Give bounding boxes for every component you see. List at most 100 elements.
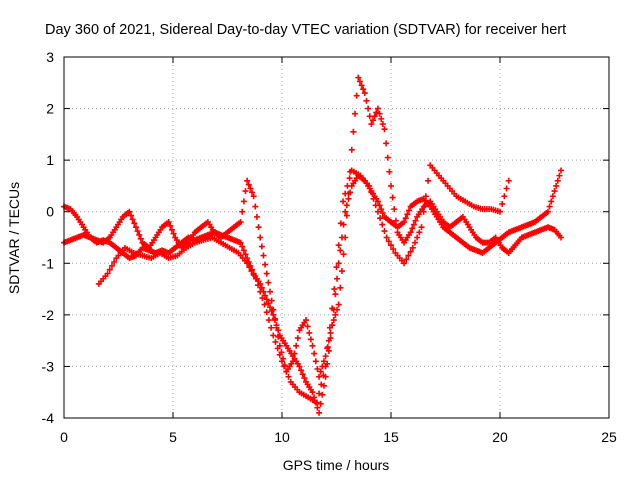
data-point — [381, 126, 388, 133]
data-point — [313, 399, 320, 406]
data-point-interp — [252, 203, 259, 210]
data-point-interp — [420, 208, 427, 215]
data-point-interp — [320, 358, 327, 365]
y-tick-label: -1 — [42, 255, 55, 271]
data-point — [340, 198, 347, 205]
data-point-interp — [248, 268, 255, 275]
data-point-interp — [259, 295, 266, 302]
x-axis-label: GPS time / hours — [283, 457, 390, 473]
data-point-interp — [370, 117, 377, 124]
data-point-interp — [383, 140, 390, 147]
data-point — [409, 244, 416, 251]
data-point-interp — [299, 371, 306, 378]
data-point-interp — [168, 226, 175, 233]
data-point-interp — [314, 366, 321, 373]
data-point-interp — [407, 248, 414, 255]
data-point-interp — [253, 213, 260, 220]
data-point-interp — [245, 181, 252, 188]
data-point-interp — [332, 291, 339, 298]
data-point-interp — [404, 211, 411, 218]
data-point-interp — [414, 234, 421, 241]
data-point-interp — [337, 284, 344, 291]
data-point-interp — [281, 363, 288, 370]
data-point-interp — [262, 261, 269, 268]
data-point-interp — [283, 368, 290, 375]
data-point-interp — [378, 206, 385, 213]
data-point — [558, 234, 565, 241]
y-tick-label: 1 — [46, 152, 54, 168]
data-point-interp — [131, 220, 138, 227]
y-tick-label: -4 — [42, 410, 55, 426]
data-point-interp — [324, 344, 331, 351]
data-point-interp — [392, 217, 399, 224]
data-point-interp — [258, 243, 265, 250]
data-point-interp — [556, 172, 563, 179]
data-point-interp — [372, 202, 379, 209]
data-point-interp — [333, 264, 340, 271]
plot-frame — [63, 56, 610, 419]
data-point-interp — [298, 367, 305, 374]
data-point — [335, 301, 342, 308]
y-axis-label: SDTVAR / TECUs — [6, 182, 22, 294]
data-point — [551, 188, 558, 195]
data-point-interp — [268, 297, 275, 304]
data-point — [331, 286, 338, 293]
data-point-interp — [412, 217, 419, 224]
data-point-interp — [242, 188, 249, 195]
data-point-interp — [379, 121, 386, 128]
data-point-interp — [338, 268, 345, 275]
y-tick-label: -2 — [42, 307, 55, 323]
data-point-interp — [267, 288, 274, 295]
data-point-interp — [106, 266, 113, 273]
data-point-interp — [379, 221, 386, 228]
axis-ticks: 0 5 10 15 20 25 -4 -3 -2 -1 0 1 2 3 — [42, 49, 617, 445]
data-point — [165, 219, 172, 226]
data-point-interp — [129, 216, 136, 223]
data-point-interp — [111, 258, 118, 265]
data-point — [257, 234, 264, 241]
data-point-interp — [316, 390, 323, 397]
data-point — [244, 260, 251, 267]
data-point — [505, 177, 512, 184]
data-point-interp — [356, 78, 363, 85]
data-point — [374, 105, 381, 112]
data-point — [279, 358, 285, 365]
data-point-interp — [274, 345, 281, 352]
data-point — [342, 208, 349, 215]
x-tick-label: 5 — [169, 429, 177, 445]
data-point — [342, 234, 349, 241]
data-point-interp — [422, 193, 429, 200]
data-point — [132, 224, 139, 231]
data-point-interp — [304, 323, 311, 330]
data-point — [126, 208, 133, 215]
data-point — [296, 363, 303, 370]
data-point-interp — [301, 375, 308, 382]
series-track-b — [61, 74, 565, 380]
data-point-interp — [332, 311, 339, 318]
data-point — [388, 182, 394, 189]
data-point-interp — [365, 105, 372, 112]
data-point-interp — [246, 264, 253, 271]
data-point-interp — [388, 242, 394, 249]
data-point-interp — [385, 238, 392, 245]
data-point-interp — [247, 185, 254, 192]
data-point-interp — [242, 251, 249, 258]
data-point-interp — [136, 231, 143, 238]
data-point-interp — [294, 335, 301, 342]
data-point-interp — [265, 317, 272, 324]
x-tick-label: 0 — [60, 429, 68, 445]
data-point-interp — [343, 212, 350, 219]
data-point-interp — [240, 198, 247, 205]
data-point — [237, 239, 244, 246]
data-point-interp — [276, 351, 283, 358]
data-point — [261, 301, 268, 308]
data-point — [316, 409, 323, 416]
data-point-interp — [381, 228, 388, 235]
data-point-interp — [265, 279, 272, 286]
data-point — [348, 146, 355, 153]
data-point — [270, 332, 277, 339]
y-tick-label: 3 — [46, 49, 54, 65]
data-point-interp — [240, 247, 247, 254]
x-tick-label: 25 — [601, 429, 617, 445]
data-point — [335, 260, 342, 267]
